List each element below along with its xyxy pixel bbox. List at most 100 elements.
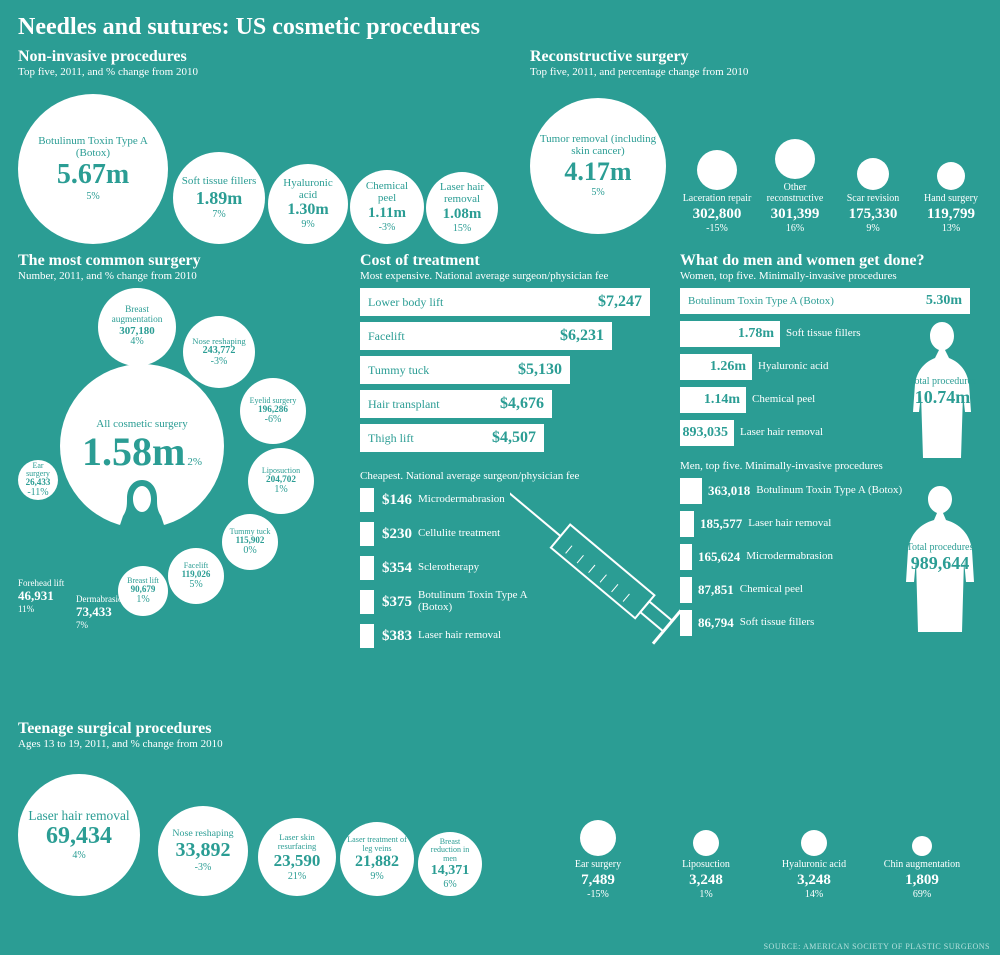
cost-bar: Hair transplant $4,676 (360, 390, 552, 418)
bubble-label: Chemical peel (350, 181, 424, 204)
teen-value: 69,434 (46, 823, 112, 850)
noninvasive-title: Non-invasive procedures (18, 48, 508, 66)
cost-expensive-row: Thigh lift $4,507 (360, 424, 660, 452)
female-silhouette: Total procedures 10.74m (895, 318, 990, 463)
small-value: 175,330 (836, 206, 910, 223)
women-bar-row: Botulinum Toxin Type A (Botox) 5.30m (680, 288, 990, 314)
cheap-label: Cellulite treatment (418, 528, 500, 540)
bubble-pct: 5% (591, 187, 604, 198)
gender-title: What do men and women get done? (680, 252, 990, 270)
teen-title: Teenage surgical procedures (18, 720, 982, 738)
gender-label: Botulinum Toxin Type A (Botox) (688, 295, 834, 307)
gender-label: Chemical peel (740, 584, 803, 596)
common-orbit-bubble: Nose reshaping 243,772 -3% (183, 316, 255, 388)
women-total-label: Total procedures (895, 376, 990, 387)
gender-value: 893,035 (683, 425, 729, 441)
teen-bubble: Breast reduction in men 14,371 6% (418, 832, 482, 896)
reconstructive-main-bubble: Tumor removal (including skin cancer) 4.… (530, 98, 666, 234)
cheap-bar (360, 556, 374, 580)
common-orbit-bubble: Breast augmentation 307,180 4% (98, 288, 176, 366)
orbit-pct: -6% (265, 415, 282, 426)
reconstructive-small-stat: Hand surgery 119,799 13% (914, 162, 988, 235)
bubble-pct: -3% (379, 222, 396, 233)
gender-value: 1.14m (704, 392, 740, 408)
gender-value: 1.78m (738, 326, 774, 342)
small-pct: 16% (758, 223, 832, 234)
teen-value: 21,882 (355, 853, 399, 871)
women-sub: Women, top five. Minimally-invasive proc… (680, 270, 990, 282)
cost-expensive-row: Hair transplant $4,676 (360, 390, 660, 418)
cost-title: Cost of treatment (360, 252, 660, 270)
common-orbit-bubble: Ear surgery 26,433 -11% (18, 460, 58, 500)
gender-label: Botulinum Toxin Type A (Botox) (756, 485, 902, 497)
cheap-bar (360, 590, 374, 614)
cost-label: Thigh lift (368, 431, 414, 446)
bubble-pct: 15% (453, 223, 471, 234)
center-pct: 2% (187, 457, 202, 469)
teen-sub: Ages 13 to 19, 2011, and % change from 2… (18, 738, 982, 750)
small-pct: -15% (680, 223, 754, 234)
small-value: 119,799 (914, 206, 988, 223)
gender-bar (680, 577, 692, 603)
common-tiny-stat: Forehead lift 46,931 11% (18, 578, 64, 614)
cost-price: $5,130 (518, 361, 562, 379)
orbit-label: Breast augmentation (98, 306, 176, 326)
cheap-label: Microdermabrasion (418, 494, 505, 506)
common-tiny-stat: Dermabrasion 73,433 7% (76, 594, 127, 630)
bubble-pct: 5% (86, 191, 99, 202)
teen-small-stat: Liposuction 3,248 1% (656, 830, 756, 901)
cost-label: Lower body lift (368, 295, 443, 310)
gender-bar: 1.78m (680, 321, 780, 347)
gender-bar: 893,035 (680, 420, 734, 446)
small-circle (857, 158, 889, 190)
men-total-val: 989,644 (890, 553, 990, 574)
gender-value: 87,851 (698, 582, 734, 598)
small-value: 3,248 (764, 872, 864, 889)
teen-label: Nose reshaping (166, 829, 239, 839)
teen-label: Laser treatment of leg veins (340, 836, 414, 853)
gender-label: Laser hair removal (748, 518, 831, 530)
gender-bar (680, 511, 694, 537)
bubble-value: 1.89m (196, 188, 243, 209)
gender-bar (680, 544, 692, 570)
cheap-price: $383 (382, 628, 412, 645)
gender-label: Laser hair removal (740, 427, 823, 439)
common-orbit-bubble: Facelift 119,026 5% (168, 548, 224, 604)
teen-bubble: Laser treatment of leg veins 21,882 9% (340, 822, 414, 896)
cost-expensive-row: Lower body lift $7,247 (360, 288, 660, 316)
cost-label: Hair transplant (368, 397, 440, 412)
bubble-label: Hyaluronic acid (268, 178, 348, 201)
source-credit: SOURCE: AMERICAN SOCIETY OF PLASTIC SURG… (764, 942, 990, 951)
cost-bar: Facelift $6,231 (360, 322, 612, 350)
small-label: Other reconstructive (758, 183, 832, 204)
noninvasive-bubble: Chemical peel 1.11m -3% (350, 170, 424, 244)
small-circle (912, 836, 932, 856)
cheap-bar (360, 624, 374, 648)
teen-label: Breast reduction in men (418, 838, 482, 863)
cheap-label: Laser hair removal (418, 630, 501, 642)
syringe-icon (510, 460, 680, 670)
cost-bar: Tummy tuck $5,130 (360, 356, 570, 384)
teen-bubble: Laser hair removal 69,434 4% (18, 774, 140, 896)
bubble-label: Soft tissue fillers (176, 176, 263, 188)
orbit-pct: 5% (189, 580, 202, 591)
teen-small-stat: Ear surgery 7,489 -15% (548, 820, 648, 901)
small-value: 302,800 (680, 206, 754, 223)
cost-expensive-row: Facelift $6,231 (360, 322, 660, 350)
tiny-label: Forehead lift (18, 578, 64, 588)
cost-sub1: Most expensive. National average surgeon… (360, 270, 660, 282)
teen-small-stat: Hyaluronic acid 3,248 14% (764, 830, 864, 901)
teen-bubble: Nose reshaping 33,892 -3% (158, 806, 248, 896)
gender-bar: Botulinum Toxin Type A (Botox) 5.30m (680, 288, 970, 314)
bubble-value: 1.08m (443, 206, 482, 223)
male-silhouette: Total procedures 989,644 (890, 482, 990, 637)
teen-value: 33,892 (176, 839, 231, 862)
common-orbit-bubble: Tummy tuck 115,902 0% (222, 514, 278, 570)
gender-label: Hyaluronic acid (758, 361, 829, 373)
reconstructive-small-stat: Other reconstructive 301,399 16% (758, 139, 832, 234)
small-value: 1,809 (872, 872, 972, 889)
orbit-pct: 1% (274, 485, 287, 496)
cost-bar: Thigh lift $4,507 (360, 424, 544, 452)
common-title: The most common surgery (18, 252, 348, 270)
common-center-bubble: All cosmetic surgery 1.58m 2% (60, 364, 224, 528)
